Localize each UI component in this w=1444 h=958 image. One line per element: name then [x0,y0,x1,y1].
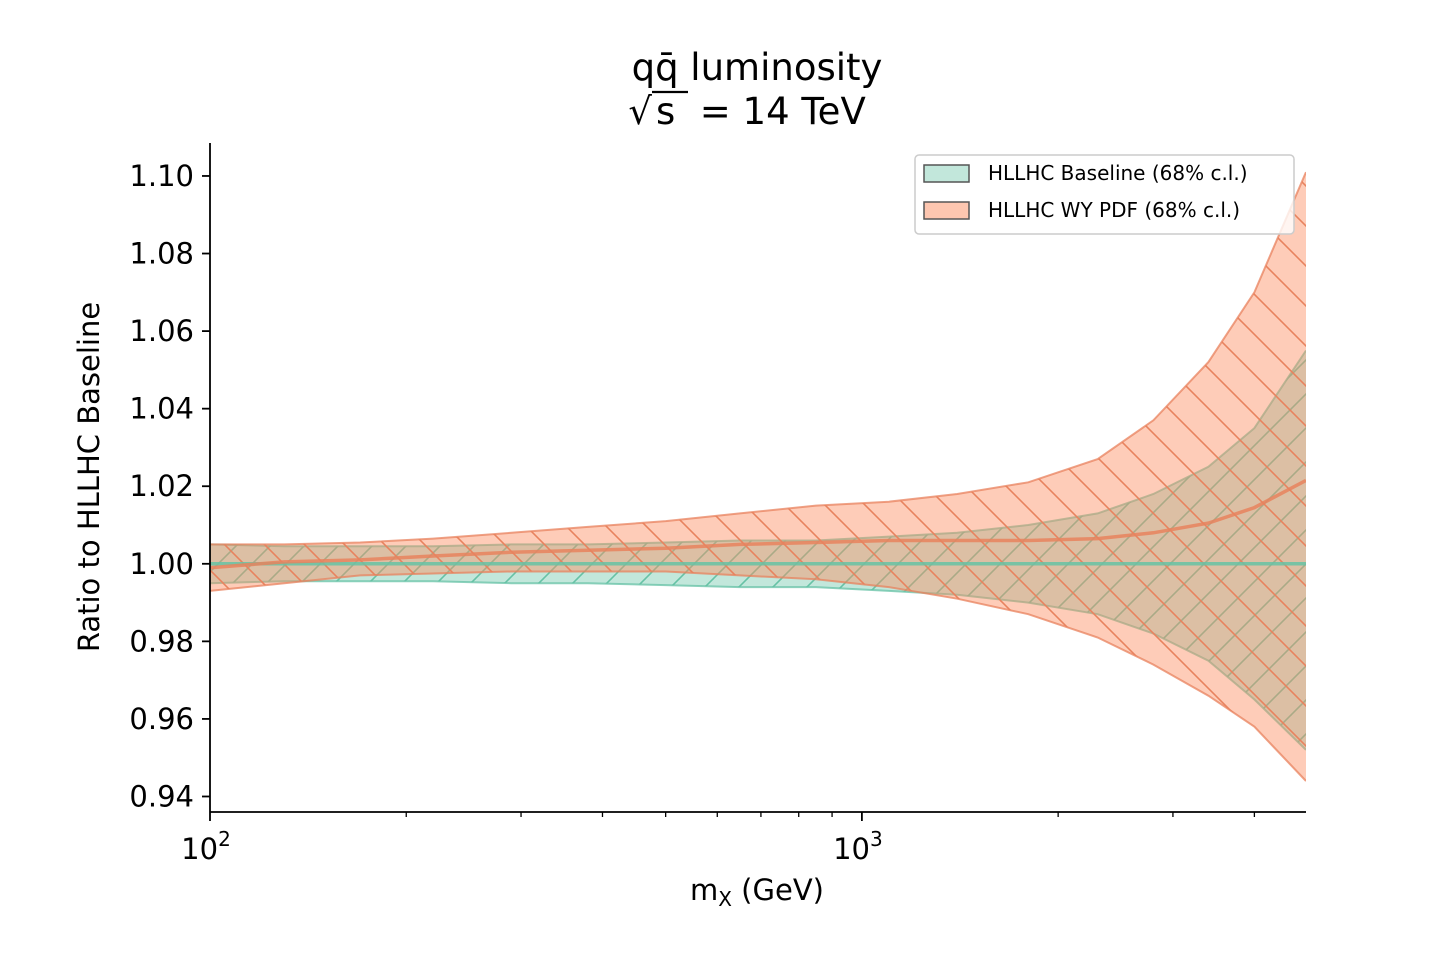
x-ticks: 102 103 [181,812,1256,866]
legend-swatch-wypdf [923,201,970,220]
x-tick-label: 102 [181,827,231,866]
band-hatch-wypdf [210,172,1306,782]
central-line-wypdf [210,478,1306,570]
legend-frame [914,154,1295,235]
legend-label-baseline: HLLHC Baseline (68% c.l.) [988,161,1248,185]
band-lower-edge-wypdf [210,570,1306,782]
chart-title-line2: √ s = 14 TeV [628,90,865,133]
plot-area [210,171,1306,782]
sqrt-symbol: √ [628,90,652,133]
y-tick-label: 1.06 [129,314,194,348]
x-axis-label-unit: (GeV) [732,873,824,907]
x-tick-label: 103 [833,827,883,866]
title-radicand: s [656,90,675,133]
svg-text:mX (GeV): mX (GeV) [690,873,824,911]
y-tick-label: 1.08 [129,237,194,271]
series-layer [210,171,1306,782]
y-tick-label: 0.96 [129,702,194,736]
chart-title-line1: qq̄ luminosity [632,46,883,89]
y-tick-label: 1.00 [129,547,194,581]
y-ticks: 0.94 0.96 0.98 1.00 1.02 1.04 1.06 1.08 1.10 [129,159,210,813]
title-energy: = 14 TeV [688,90,866,133]
y-tick-label: 1.04 [129,392,194,426]
band-upper-edge-wypdf [210,171,1306,546]
y-tick-label: 0.98 [129,624,194,658]
legend: HLLHC Baseline (68% c.l.) HLLHC WY PDF (… [914,154,1295,235]
x-axis-label-sub: X [718,887,732,911]
legend-swatch-baseline [923,164,970,183]
x-axis-label-m: m [690,873,718,907]
y-tick-label: 1.10 [129,159,194,193]
legend-label-wypdf: HLLHC WY PDF (68% c.l.) [988,198,1240,222]
y-tick-label: 0.94 [129,779,194,813]
x-axis-label: mX (GeV) [690,873,824,911]
y-axis-label: Ratio to HLLHC Baseline [72,302,106,652]
y-tick-label: 1.02 [129,469,194,503]
